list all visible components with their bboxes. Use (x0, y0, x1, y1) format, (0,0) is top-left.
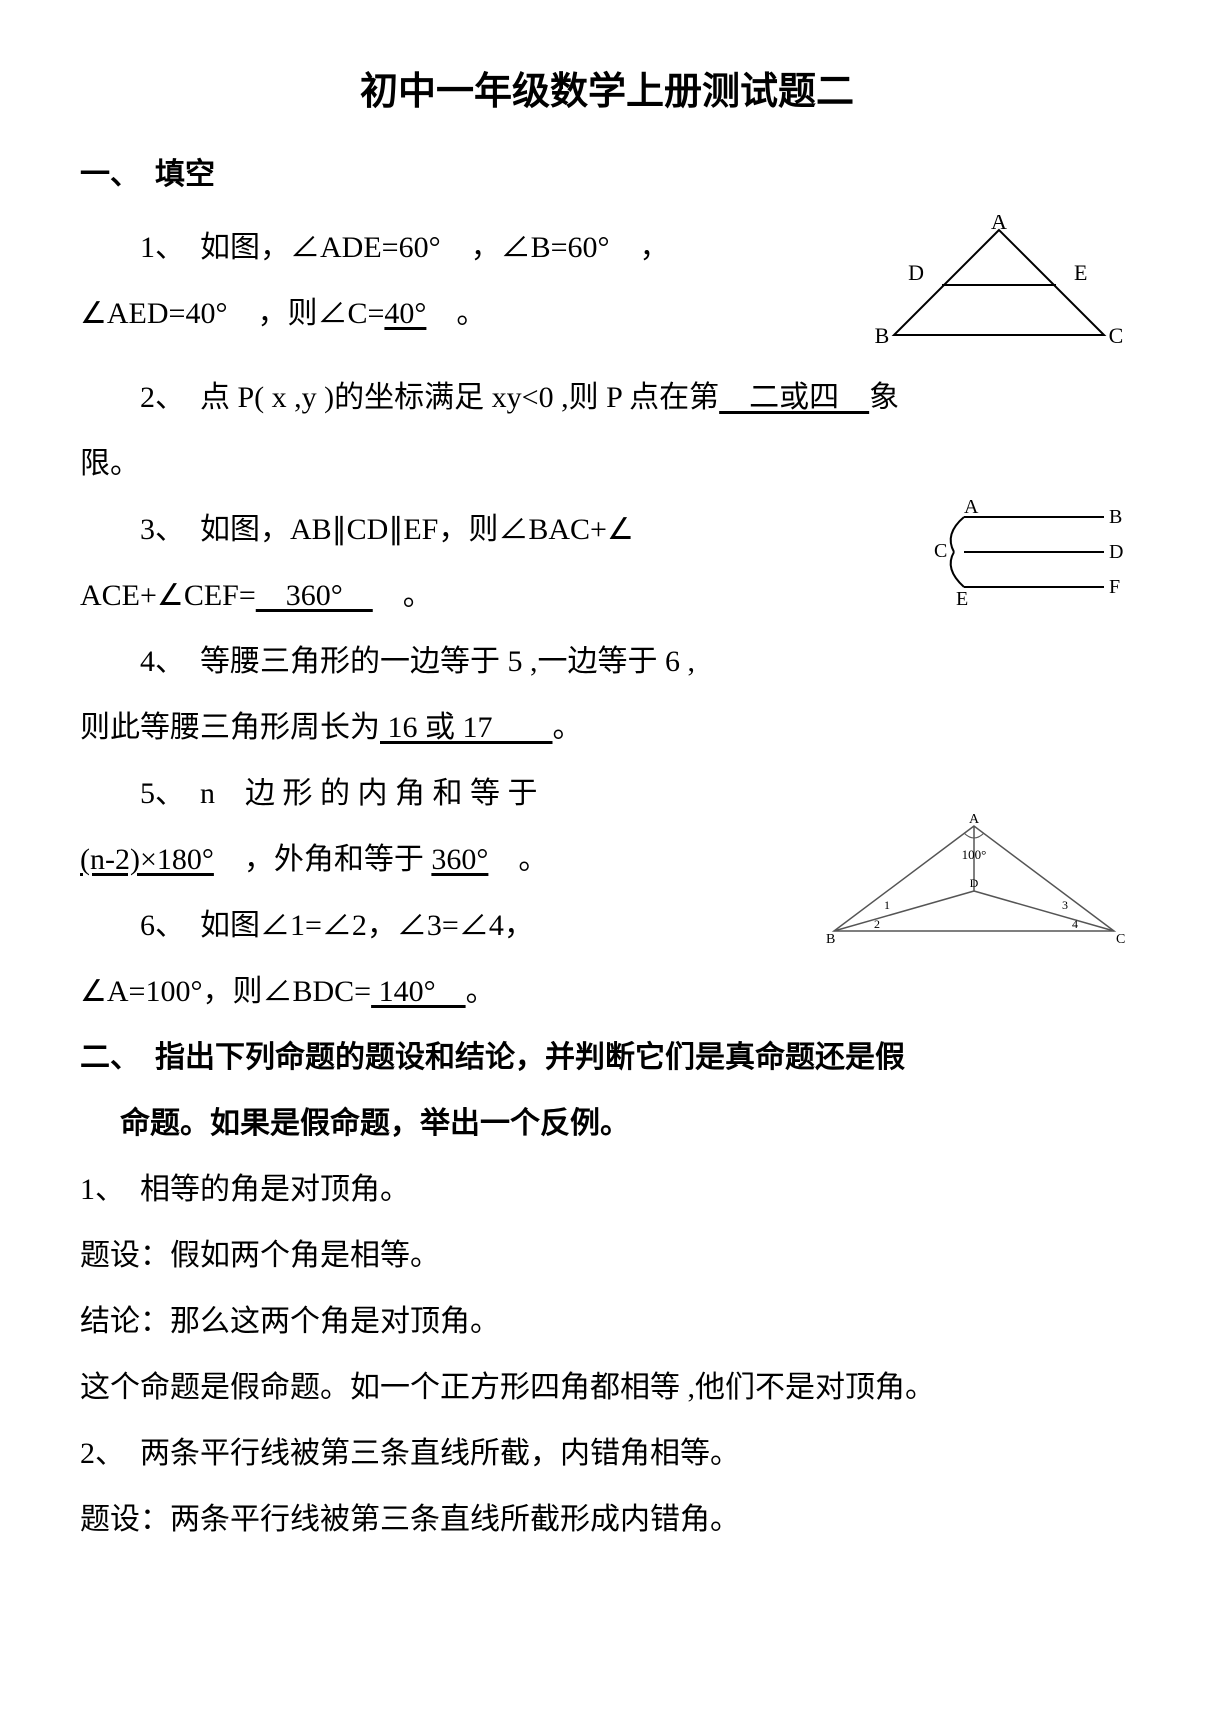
section1-header: 一、 填空 (80, 145, 1134, 205)
label-d: D (908, 260, 924, 285)
q3-tail: 。 (373, 579, 433, 612)
figure-triangle-bdc: A B C D 100° 1 2 3 4 (814, 811, 1134, 951)
q5-ans2: 360° (431, 843, 488, 876)
s2-q2-title: 2、 两条平行线被第三条直线所截，内错角相等。 (80, 1421, 1134, 1487)
label-a3: A (969, 812, 980, 827)
q2-line2: 限。 (80, 431, 1134, 497)
label-100: 100° (962, 847, 987, 862)
page-title: 初中一年级数学上册测试题二 (80, 60, 1134, 115)
label-e: E (1074, 260, 1087, 285)
q6-tail: 。 (466, 975, 496, 1008)
label-b2: B (1109, 506, 1122, 528)
s2-q1-b: 结论：那么这两个角是对顶角。 (80, 1289, 1134, 1355)
q2-tail: 象 (869, 381, 899, 414)
s2-q1-a: 题设：假如两个角是相等。 (80, 1223, 1134, 1289)
q3-line2: ACE+∠CEF= (80, 579, 256, 612)
q1-answer: 40° (384, 297, 426, 330)
label-c3: C (1116, 932, 1125, 947)
q2-answer: 二或四 (719, 381, 869, 414)
q6-line1: 6、 如图∠1=∠2，∠3=∠4， (80, 893, 794, 959)
label-a2: A (964, 497, 979, 518)
q1-tail: 。 (426, 297, 486, 330)
label-b3: B (826, 932, 835, 947)
q4-tail: 。 (553, 711, 583, 744)
q3-answer: 360° (256, 579, 373, 612)
label-c: C (1109, 323, 1124, 348)
label-e2: E (956, 588, 968, 607)
q6-line2: ∠A=100°，则∠BDC= (80, 975, 371, 1008)
q1-line2: ∠AED=40° ，则∠C= (80, 297, 384, 330)
q5-ans1: (n-2)×180° (80, 843, 214, 876)
section2-header1: 二、 指出下列命题的题设和结论，并判断它们是真命题还是假 (80, 1025, 1134, 1091)
label-d3: D (970, 876, 979, 890)
label-d2: D (1109, 541, 1123, 563)
s2-q1-c: 这个命题是假命题。如一个正方形四角都相等 ,他们不是对顶角。 (80, 1355, 1134, 1421)
q4-line2: 则此等腰三角形周长为 (80, 711, 380, 744)
label-3: 3 (1062, 898, 1068, 912)
q5-mid: ，外角和等于 (214, 843, 432, 876)
label-1: 1 (884, 898, 890, 912)
s2-q1-title: 1、 相等的角是对顶角。 (80, 1157, 1134, 1223)
label-f2: F (1109, 576, 1120, 598)
q3-line1: 3、 如图，AB∥CD∥EF，则∠BAC+∠ (80, 497, 894, 563)
label-b: B (875, 323, 890, 348)
q1-line1: 1、 如图，∠ADE=60° ，∠B=60° ， (80, 215, 844, 281)
q4-answer: 16 或 17 (380, 711, 553, 744)
s2-q2-a: 题设：两条平行线被第三条直线所截形成内错角。 (80, 1487, 1134, 1553)
section2-header2: 命题。如果是假命题，举出一个反例。 (80, 1091, 1134, 1157)
q6-answer: 140° (371, 975, 466, 1008)
label-a: A (991, 215, 1007, 234)
label-c2: C (934, 540, 947, 562)
q4-line1: 4、 等腰三角形的一边等于 5 ,一边等于 6 , (80, 629, 1134, 695)
figure-triangle-de: A D E B C (864, 215, 1134, 355)
figure-parallel-lines: A B C D E F (914, 497, 1134, 607)
q5-line1: 5、 n 边 形 的 内 角 和 等 于 (80, 761, 794, 827)
label-2: 2 (874, 917, 880, 931)
q5-tail: 。 (488, 843, 548, 876)
label-4: 4 (1072, 917, 1078, 931)
q2-line1: 2、 点 P( x ,y )的坐标满足 xy<0 ,则 P 点在第 (140, 381, 719, 414)
